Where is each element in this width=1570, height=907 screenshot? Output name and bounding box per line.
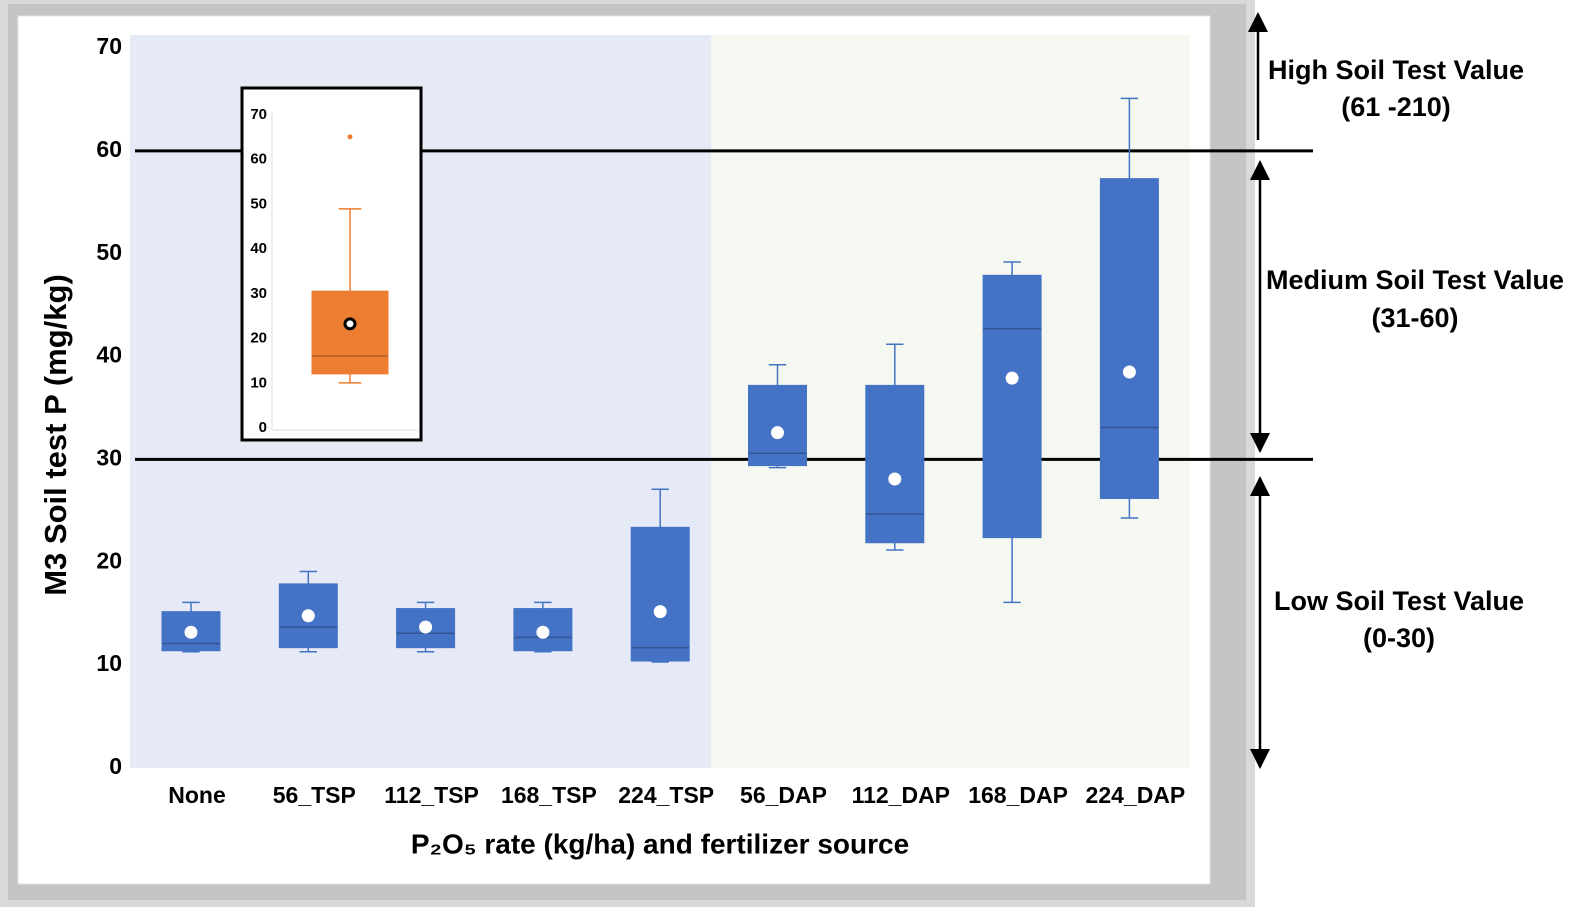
x-tick-label: None <box>168 782 226 808</box>
x-tick-label: 168_DAP <box>968 782 1068 808</box>
y-tick-label: 10 <box>250 374 267 391</box>
x-tick-label: 56_TSP <box>273 782 356 808</box>
mean <box>343 317 357 331</box>
x-tick-label: 112_DAP <box>852 782 950 808</box>
main-plot: 0 10 20 30 40 50 60 70 None 56_TSP 112_TSP 168_TSP 2… <box>96 33 1313 808</box>
y-tick-label: 50 <box>96 239 122 265</box>
mean <box>888 472 902 486</box>
outlier <box>347 134 353 140</box>
box <box>748 384 807 467</box>
mean <box>771 426 784 440</box>
y-tick-label: 20 <box>250 330 267 347</box>
box <box>865 384 925 544</box>
y-tick-label: 20 <box>96 547 122 573</box>
y-tick-label: 60 <box>250 151 267 168</box>
y-tick-label: 50 <box>250 195 267 212</box>
annotation: (0-30) <box>1363 623 1435 653</box>
y-tick-label: 0 <box>109 753 122 779</box>
annotation: (31-60) <box>1371 303 1458 333</box>
x-tick-label: 112_TSP <box>384 782 479 808</box>
y-tick-label: 0 <box>259 419 267 436</box>
y-tick-label: 30 <box>96 445 122 471</box>
annotation: High Soil Test Value <box>1268 55 1524 85</box>
y-tick-label: 40 <box>96 342 122 368</box>
inset-frame <box>240 86 423 442</box>
y-tick-label: 60 <box>96 136 122 162</box>
y-tick-label: 40 <box>250 240 267 257</box>
mean <box>1005 371 1019 385</box>
x-tick-label: 224_DAP <box>1086 782 1186 808</box>
x-tick-label: 168_TSP <box>501 782 597 808</box>
y-tick-label: 30 <box>250 285 267 302</box>
mean <box>184 625 198 639</box>
x-tick-label: 56_DAP <box>740 782 827 808</box>
mean <box>1122 365 1136 379</box>
mean <box>653 605 667 619</box>
box <box>630 526 690 662</box>
annotation: (61 -210) <box>1341 92 1451 122</box>
y-axis-title: M3 Soil test P (mg/kg) <box>38 274 73 596</box>
annotation: Low Soil Test Value <box>1274 586 1524 616</box>
y-tick-label: 10 <box>96 650 122 676</box>
y-tick-label: 70 <box>96 33 122 59</box>
mean <box>419 620 433 634</box>
annotation: Medium Soil Test Value <box>1266 265 1564 295</box>
inset-plot: 0 10 20 30 40 50 60 70 <box>250 106 389 436</box>
y-tick-label: 70 <box>250 106 267 123</box>
mean <box>301 609 315 623</box>
box <box>1099 178 1159 500</box>
x-tick-label: 224_TSP <box>618 782 714 808</box>
mean <box>536 625 550 639</box>
x-axis-title: P₂O₅ rate (kg/ha) and fertilizer source <box>411 828 909 859</box>
box <box>982 274 1042 539</box>
box <box>311 290 389 375</box>
